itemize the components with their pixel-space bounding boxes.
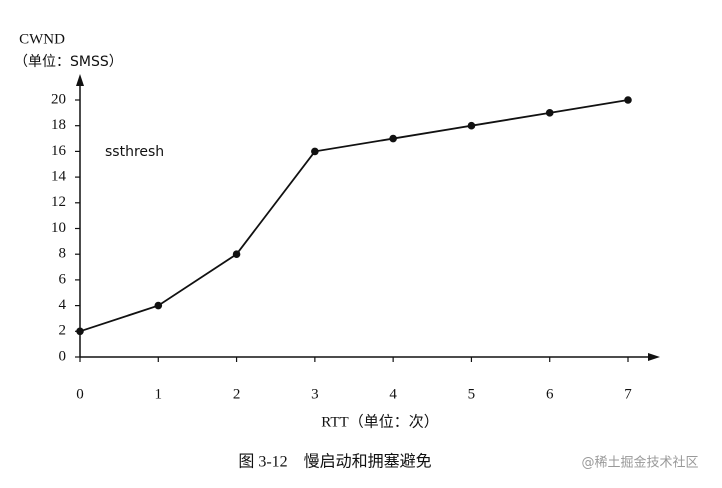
y-tick-label: 4 — [59, 297, 67, 313]
y-tick-label: 18 — [51, 117, 66, 133]
x-axis-label: RTT（单位：次） — [321, 413, 438, 430]
y-tick-label: 14 — [51, 169, 67, 185]
annotation: ssthresh — [105, 144, 164, 160]
x-tick-label: 4 — [389, 386, 397, 402]
point — [154, 301, 163, 310]
y-tick-label: 8 — [59, 246, 67, 262]
y-axis-label: CWND — [19, 31, 65, 47]
caption: 图 3-12 慢启动和拥塞避免 — [238, 453, 431, 471]
x-tick-label: 0 — [76, 386, 84, 402]
watermark: @稀土掘金技术社区 — [581, 455, 698, 471]
y-tick-label: 6 — [59, 271, 67, 287]
x-tick-label: 3 — [311, 386, 319, 402]
point — [624, 96, 632, 104]
point — [467, 121, 476, 130]
y-tick-label: 10 — [51, 220, 66, 236]
point — [389, 134, 397, 143]
point — [76, 327, 84, 336]
y-axis-label: （单位：SMSS） — [14, 54, 123, 70]
line — [79, 99, 629, 333]
x-tick-label: 7 — [624, 386, 632, 402]
y-axis-arrow — [76, 74, 84, 86]
x-tick-label: 1 — [155, 386, 163, 402]
x-tick-label: 5 — [468, 386, 476, 402]
x-tick-label: 6 — [546, 386, 554, 402]
x-axis-arrow — [648, 353, 660, 361]
x-tick-label: 2 — [233, 386, 241, 402]
y-tick-label: 20 — [51, 91, 66, 107]
point — [545, 109, 554, 117]
y-tick-label: 2 — [59, 323, 67, 339]
y-tick-label: 12 — [51, 194, 66, 210]
point — [311, 147, 319, 156]
point — [232, 250, 241, 258]
y-tick-label: 16 — [51, 143, 67, 159]
y-tick-label: 0 — [59, 348, 67, 364]
